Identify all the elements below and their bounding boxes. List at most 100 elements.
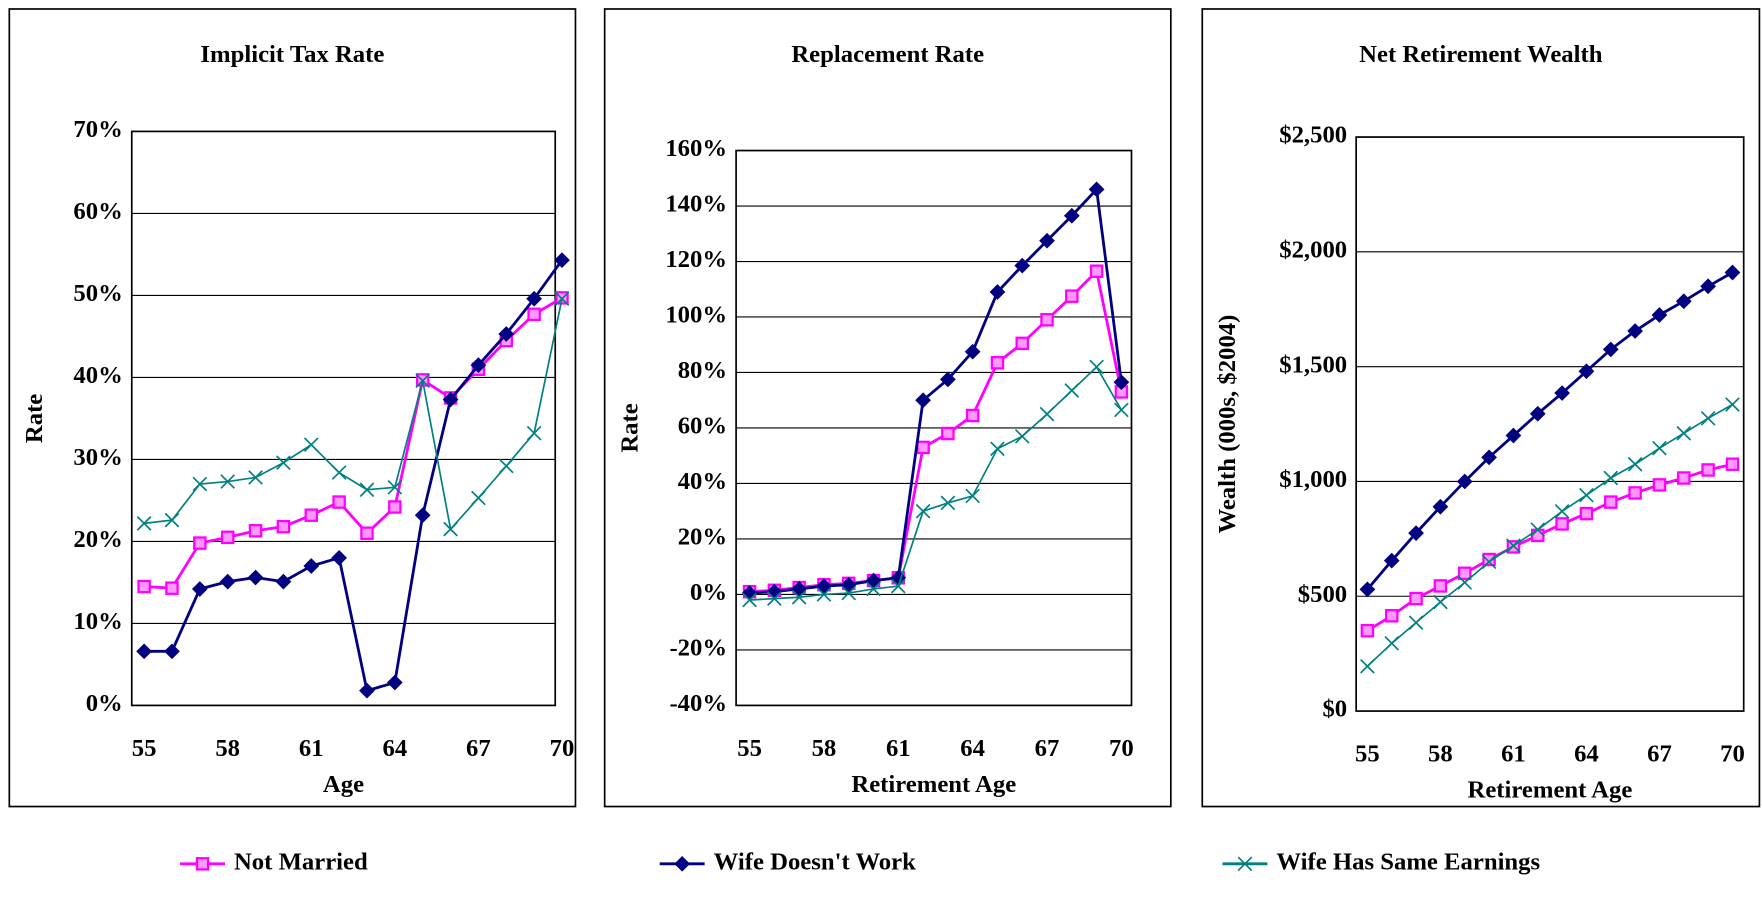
marker (965, 488, 980, 504)
panel (603, 8, 1172, 808)
y-tick-label: -20% (669, 635, 727, 662)
marker (332, 495, 346, 509)
marker (1039, 406, 1055, 422)
marker (303, 437, 319, 453)
marker (526, 290, 542, 307)
x-axis-label: Retirement Age (851, 771, 1016, 798)
x-tick-label: 55 (1355, 741, 1380, 768)
x-tick-label: 61 (886, 735, 911, 762)
marker (791, 589, 807, 605)
marker (1651, 307, 1668, 323)
chart-title: Implicit Tax Rate (200, 41, 384, 68)
y-tick-label: $2,000 (1279, 237, 1347, 264)
marker (1433, 594, 1448, 610)
marker (1604, 495, 1618, 509)
marker (193, 536, 207, 550)
x-axis-label: Retirement Age (1467, 777, 1632, 804)
marker (195, 857, 210, 871)
marker (1089, 359, 1104, 375)
marker (387, 479, 403, 495)
marker (136, 516, 152, 531)
marker (303, 558, 320, 574)
x-tick-label: 67 (1647, 741, 1672, 768)
marker (415, 373, 431, 389)
y-axis-label: Rate (21, 394, 48, 443)
plot-area (1355, 136, 1745, 712)
y-tick-label: 160% (665, 135, 727, 162)
x-tick-label: 61 (1501, 741, 1526, 768)
panel (1201, 8, 1761, 808)
marker (276, 519, 291, 534)
x-axis-label: Age (323, 771, 364, 798)
marker (331, 549, 347, 566)
marker (1628, 486, 1642, 500)
marker (165, 581, 179, 595)
marker (1433, 579, 1448, 593)
marker (192, 476, 208, 492)
marker (1064, 383, 1080, 398)
marker (1554, 385, 1570, 401)
marker (1579, 506, 1594, 521)
marker (526, 425, 542, 441)
y-tick-label: 20% (73, 526, 122, 553)
marker (220, 474, 236, 489)
legend-label: Wife Has Same Earnings (1276, 848, 1540, 875)
marker (1530, 522, 1546, 538)
y-tick-label: 40% (73, 362, 122, 389)
chart-title: Net Retirement Wealth (1359, 41, 1603, 68)
marker (1677, 471, 1691, 485)
marker (1015, 336, 1029, 351)
marker (1676, 425, 1692, 441)
y-tick-label: $2,500 (1279, 122, 1347, 149)
plot-area (735, 149, 1133, 707)
marker (554, 291, 570, 307)
marker (1014, 428, 1030, 444)
marker (1384, 635, 1400, 651)
series-line (144, 298, 563, 531)
marker (1063, 207, 1080, 224)
series-line (1366, 462, 1733, 632)
x-tick-label: 67 (466, 735, 491, 762)
marker (915, 392, 931, 409)
marker (965, 408, 980, 423)
marker (304, 508, 318, 522)
y-tick-label: $1,000 (1279, 466, 1347, 493)
y-tick-label: 40% (678, 468, 727, 495)
marker (1725, 457, 1740, 471)
marker (989, 284, 1006, 300)
y-tick-label: $1,500 (1279, 351, 1347, 378)
marker (1529, 405, 1546, 422)
marker (941, 426, 955, 441)
y-tick-label: 120% (665, 246, 727, 273)
marker (1578, 363, 1595, 380)
x-tick-label: 64 (1574, 741, 1599, 768)
plot-area (130, 130, 557, 707)
chart-title: Replacement Rate (791, 41, 984, 68)
x-tick-label: 55 (737, 735, 762, 762)
marker (247, 569, 264, 586)
marker (276, 455, 291, 471)
marker (1432, 498, 1449, 515)
marker (360, 526, 374, 540)
y-tick-label: -40% (669, 690, 727, 717)
marker (841, 585, 857, 601)
x-tick-label: 58 (215, 735, 240, 762)
x-tick-label: 70 (1720, 741, 1745, 768)
marker (1237, 856, 1253, 872)
marker (1481, 554, 1497, 570)
y-tick-label: 60% (678, 413, 727, 440)
marker (1725, 397, 1740, 412)
y-tick-label: 20% (678, 524, 727, 551)
marker (890, 578, 906, 594)
legend-label: Not Married (234, 848, 368, 875)
x-tick-label: 70 (550, 735, 575, 762)
series-line (144, 259, 564, 693)
marker (220, 530, 235, 545)
y-tick-label: 50% (73, 280, 122, 307)
marker (1408, 615, 1424, 630)
x-tick-label: 55 (132, 735, 157, 762)
marker (248, 524, 263, 538)
marker (940, 495, 956, 511)
marker (1603, 470, 1619, 486)
